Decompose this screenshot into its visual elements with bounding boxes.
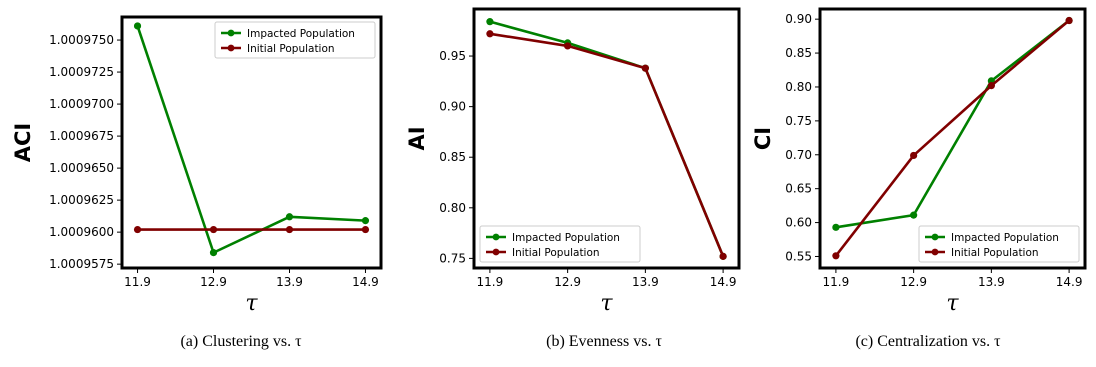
data-point: [832, 223, 840, 231]
y-tick-label: 0.90: [439, 100, 466, 114]
y-tick-label: 0.85: [439, 150, 466, 164]
data-point: [209, 225, 218, 234]
legend-marker: [492, 248, 500, 256]
y-tick-label: 1.0009750: [49, 33, 114, 47]
legend: Impacted Population Initial Population: [214, 21, 376, 59]
data-point: [486, 30, 494, 38]
legend-box: [918, 225, 1080, 263]
data-point: [719, 252, 727, 260]
x-tick-label: 11.9: [823, 275, 850, 289]
y-tick-label: 0.60: [785, 216, 812, 230]
y-tick-label: 1.0009575: [49, 257, 114, 271]
x-tick-label: 11.9: [124, 275, 151, 289]
data-point: [285, 225, 294, 234]
y-axis-label: AI: [405, 126, 429, 150]
chart-clustering: 1.0009575 1.0009600 1.0009625 1.0009650 1.00…: [11, 15, 383, 316]
x-tick-label: 14.9: [1056, 275, 1083, 289]
series-line-initial: [489, 32, 725, 257]
legend-marker: [227, 44, 235, 52]
y-tick-label: 1.0009725: [49, 65, 114, 79]
y-tick-label: 0.55: [785, 249, 812, 263]
chart-evenness: 0.75 0.80 0.85 0.90 0.95 11.9 12.9 13.9 14.9 AI τ I…: [405, 7, 741, 316]
legend-marker: [931, 233, 939, 241]
plot-frame: [818, 7, 1087, 270]
y-tick-label: 0.90: [785, 12, 812, 26]
legend-label: Initial Population: [247, 43, 335, 55]
x-tick-label: 13.9: [276, 275, 303, 289]
data-point: [641, 64, 649, 72]
caption-clustering: (a) Clustering vs. τ: [180, 333, 302, 350]
x-tick-label: 12.9: [554, 275, 581, 289]
x-tick-label: 12.9: [900, 275, 927, 289]
series-line-initial: [834, 19, 1070, 257]
legend-marker: [931, 248, 939, 256]
data-point: [285, 213, 294, 221]
chart-centralization: 0.55 0.60 0.65 0.70 0.75 0.80 0.85 0.90 11.9 12.9…: [751, 7, 1087, 316]
y-tick-label: 0.65: [785, 182, 812, 196]
y-tick-label: 0.70: [785, 148, 812, 162]
series-line-impacted: [835, 19, 1070, 229]
y-tick-label: 0.75: [785, 114, 812, 128]
series-line-impacted: [136, 25, 366, 254]
y-tick-label: 0.85: [785, 46, 812, 60]
y-tick-label: 0.75: [439, 251, 466, 265]
plot-frame: [120, 15, 383, 270]
data-point: [832, 252, 840, 260]
x-axis-label: τ: [946, 291, 959, 316]
y-axis-label: ACI: [11, 123, 35, 162]
y-tick-label: 0.80: [439, 201, 466, 215]
y-tick-label: 1.0009675: [49, 129, 114, 143]
y-axis-label: CI: [751, 127, 775, 150]
x-tick-label: 13.9: [978, 275, 1005, 289]
data-point: [133, 22, 142, 30]
x-tick-label: 13.9: [632, 275, 659, 289]
legend-box: [214, 21, 376, 59]
data-point: [361, 217, 370, 225]
data-point: [133, 225, 142, 234]
x-tick-label: 12.9: [200, 275, 227, 289]
y-tick-label: 1.0009700: [49, 97, 114, 111]
data-point: [361, 225, 370, 234]
data-point: [486, 18, 494, 26]
legend-box: [479, 225, 641, 263]
x-axis-label: τ: [600, 291, 613, 316]
data-point: [209, 249, 218, 257]
legend-marker: [227, 29, 235, 37]
data-point: [987, 82, 995, 90]
y-tick-label: 0.80: [785, 80, 812, 94]
legend-label: Initial Population: [951, 247, 1039, 259]
data-point: [564, 42, 572, 50]
y-tick-label: 1.0009650: [49, 161, 114, 175]
data-point: [910, 151, 918, 160]
x-axis-label: τ: [245, 291, 258, 316]
x-tick-label: 14.9: [710, 275, 737, 289]
caption-centralization: (c) Centralization vs. τ: [855, 333, 1001, 350]
x-tick-label: 11.9: [477, 275, 504, 289]
y-tick-label: 1.0009600: [49, 225, 114, 239]
y-tick-label: 0.95: [439, 49, 466, 63]
legend-label: Impacted Population: [512, 232, 620, 244]
legend-label: Impacted Population: [951, 232, 1059, 244]
legend-label: Impacted Population: [247, 28, 355, 40]
legend: Impacted Population Initial Population: [918, 225, 1080, 263]
y-tick-label: 1.0009625: [49, 193, 114, 207]
legend: Impacted Population Initial Population: [479, 225, 641, 263]
legend-marker: [492, 233, 500, 241]
data-point: [1065, 16, 1073, 25]
legend-label: Initial Population: [512, 247, 600, 259]
x-tick-label: 14.9: [352, 275, 379, 289]
data-point: [910, 211, 918, 219]
caption-evenness: (b) Evenness vs. τ: [546, 333, 662, 350]
plot-frame: [472, 7, 741, 270]
